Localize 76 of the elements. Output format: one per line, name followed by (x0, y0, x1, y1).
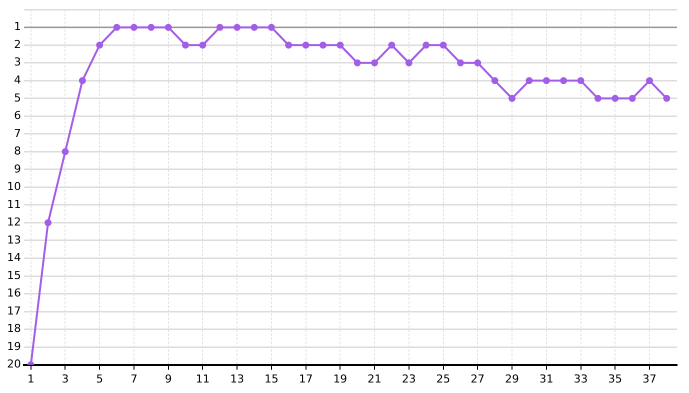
point (216, 24, 224, 31)
y-tick-label: 14 (6, 251, 21, 264)
point (113, 24, 120, 31)
y-tick-label: 7 (14, 126, 21, 140)
point (560, 77, 568, 84)
x-tick-label: 7 (130, 372, 138, 386)
point (628, 94, 636, 102)
point (577, 77, 584, 84)
y-tick-label: 8 (14, 144, 21, 158)
point (612, 94, 619, 102)
point (250, 24, 258, 31)
y-tick-label: 12 (6, 216, 21, 229)
point (491, 77, 498, 84)
x-tick-label: 25 (436, 372, 450, 386)
y-tick-label: 4 (14, 74, 21, 86)
point (44, 219, 52, 226)
y-tick-label: 2 (14, 38, 21, 51)
point (405, 59, 412, 66)
x-tick-label: 15 (264, 372, 278, 386)
point (336, 42, 344, 49)
y-tick-label: 16 (6, 286, 21, 300)
x-tick-label: 3 (62, 372, 69, 386)
point (268, 24, 275, 31)
point (182, 42, 190, 49)
point (234, 24, 241, 31)
point (285, 42, 292, 49)
point (371, 59, 378, 66)
point (354, 59, 361, 66)
point (422, 42, 430, 49)
point (96, 42, 104, 49)
x-tick-label: 11 (196, 372, 210, 386)
y-tick-label: 19 (6, 340, 21, 353)
point (302, 42, 310, 49)
point (164, 24, 172, 31)
point (148, 24, 155, 31)
point (594, 94, 602, 102)
point (199, 42, 206, 49)
y-tick-label: 1 (14, 20, 21, 34)
point (456, 59, 464, 66)
y-tick-label: 9 (14, 162, 21, 176)
x-tick-label: 37 (642, 372, 657, 386)
x-tick-label: 33 (574, 372, 588, 386)
point (320, 42, 327, 49)
point (440, 42, 447, 49)
y-tick-label: 17 (6, 304, 21, 318)
point (526, 77, 533, 84)
y-tick-label: 13 (6, 233, 21, 246)
y-tick-label: 15 (6, 268, 21, 282)
x-tick-label: 23 (402, 372, 416, 386)
x-tick-label: 5 (96, 372, 104, 386)
x-tick-label: 19 (333, 372, 348, 386)
y-tick-label: 3 (14, 56, 21, 69)
y-tick-label: 20 (6, 358, 21, 371)
x-tick-label: 27 (470, 372, 485, 386)
point (646, 77, 654, 84)
x-tick-label: 9 (164, 372, 172, 386)
y-tick-label: 5 (14, 91, 21, 104)
y-tick-label: 18 (6, 322, 21, 336)
x-tick-label: 13 (230, 372, 244, 386)
point (388, 42, 396, 49)
point (62, 148, 69, 156)
y-tick-label: 11 (6, 198, 21, 211)
point (474, 59, 482, 66)
y-tick-label: 6 (14, 109, 21, 122)
point (130, 24, 138, 31)
point (78, 77, 86, 84)
point (663, 94, 670, 102)
x-tick-label: 31 (539, 372, 554, 386)
x-tick-label: 29 (505, 372, 520, 386)
x-tick-label: 17 (298, 372, 313, 386)
point (508, 94, 516, 102)
x-tick-label: 1 (27, 372, 34, 386)
point (542, 77, 550, 84)
x-tick-label: 35 (608, 372, 622, 386)
y-tick-label: 10 (6, 180, 21, 194)
x-tick-label: 21 (368, 372, 382, 386)
